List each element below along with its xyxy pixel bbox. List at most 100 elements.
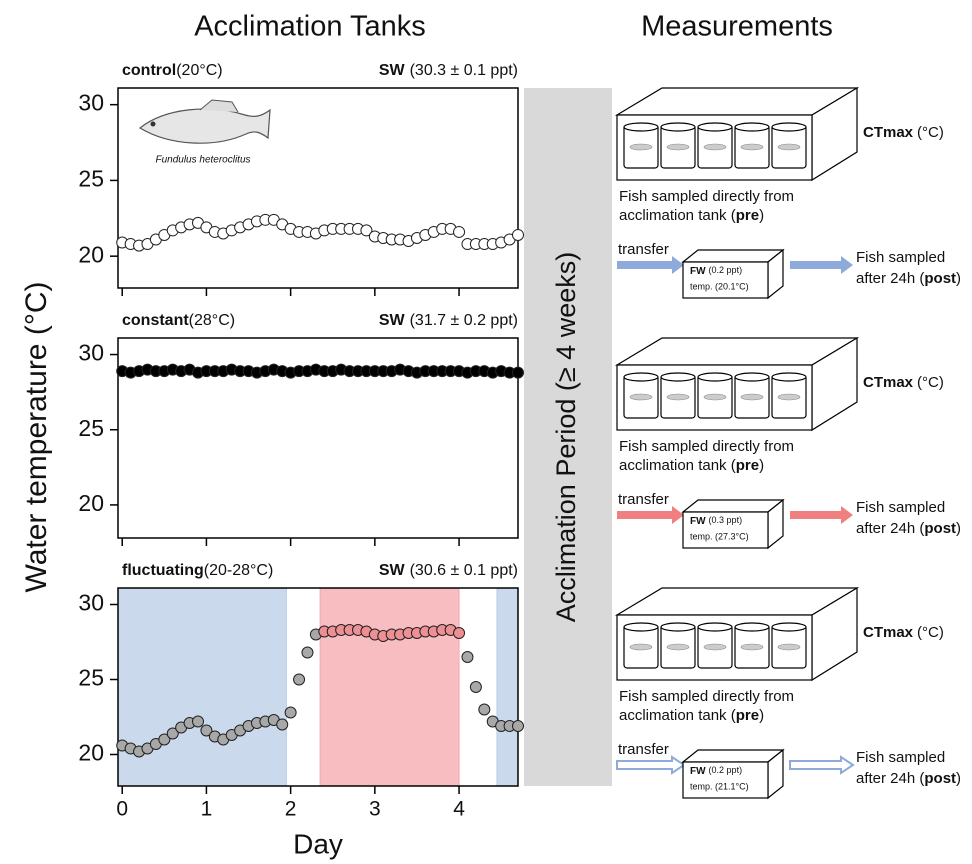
text-part: FW xyxy=(690,766,706,777)
data-point xyxy=(469,681,482,693)
data-point xyxy=(293,673,306,686)
text-part: (°C) xyxy=(917,374,944,391)
text-part: ) xyxy=(759,207,764,224)
text-part: (28°C) xyxy=(189,312,235,329)
plot-frame xyxy=(117,587,519,787)
fish-icon xyxy=(629,643,653,651)
text-part: post xyxy=(924,270,956,287)
post-text: after 24h (post) xyxy=(856,270,961,287)
text-part: (30.6 ± 0.1 ppt) xyxy=(410,562,518,579)
text-part: fluctuating xyxy=(122,562,204,579)
text-part: post xyxy=(924,770,956,787)
period-label: Acclimation Period (≥ 4 weeks) xyxy=(551,252,581,622)
ctmax-label: CTmax (°C) xyxy=(863,374,944,391)
cylinder-top xyxy=(623,622,659,632)
data-point xyxy=(512,366,524,379)
temp-label: temp. (20.1°C) xyxy=(690,281,749,291)
y-axis-label: Water temperature (°C) xyxy=(20,282,53,593)
pre-text: acclimation tank (pre) xyxy=(619,457,764,474)
y-tick-label: 25 xyxy=(78,415,104,441)
plot-frame xyxy=(117,87,519,289)
small-box-front xyxy=(682,511,769,549)
ctmax-label: CTmax (°C) xyxy=(863,624,944,641)
panel-title: constant(28°C) xyxy=(122,312,235,329)
arrow-shape xyxy=(790,256,853,274)
fish-icon xyxy=(666,393,690,401)
shaded-region xyxy=(117,587,287,787)
text-part: after 24h ( xyxy=(856,270,924,287)
text-part: SW xyxy=(379,312,406,329)
arrow xyxy=(617,506,684,524)
arrow xyxy=(789,755,855,775)
panel-salinity: SW (30.3 ± 0.1 ppt) xyxy=(379,62,518,79)
data-point xyxy=(453,627,466,639)
cylinder-top xyxy=(734,372,770,382)
cylinder-top xyxy=(697,122,733,132)
text-part: (0.2 ppt) xyxy=(709,265,743,275)
text-part: (0.3 ppt) xyxy=(709,515,743,525)
arrow xyxy=(790,506,853,524)
y-tick-label: 20 xyxy=(78,740,104,766)
text-part: CTmax xyxy=(863,374,914,391)
x-tick-label: 1 xyxy=(201,798,213,821)
heading-left: Acclimation Tanks xyxy=(194,11,426,43)
post-text: Fish sampled xyxy=(856,249,945,266)
arrow xyxy=(616,755,686,775)
text-part: after 24h ( xyxy=(856,520,924,537)
panel-title: fluctuating(20-28°C) xyxy=(122,562,273,579)
text-part: pre xyxy=(736,207,759,224)
text-part: CTmax xyxy=(863,124,914,141)
arrow-shape xyxy=(617,506,684,524)
panel-salinity: SW (30.6 ± 0.1 ppt) xyxy=(379,562,518,579)
fish-icon xyxy=(740,393,764,401)
data-point xyxy=(461,651,474,663)
text-part: (°C) xyxy=(917,124,944,141)
panel-salinity: SW (31.7 ± 0.2 ppt) xyxy=(379,312,518,329)
tank-box xyxy=(614,86,860,182)
x-tick-label: 3 xyxy=(369,798,381,821)
pre-text: Fish sampled directly from xyxy=(619,688,794,705)
transfer-label: transfer xyxy=(618,241,669,258)
text-part: (0.2 ppt) xyxy=(709,765,743,775)
temp-label: temp. (27.3°C) xyxy=(690,531,749,541)
shaded-region xyxy=(319,587,460,787)
cylinder-top xyxy=(734,622,770,632)
y-tick-label: 30 xyxy=(78,340,104,366)
cylinder-top xyxy=(771,122,807,132)
post-text: Fish sampled xyxy=(856,749,945,766)
data-point xyxy=(360,224,373,237)
arrow xyxy=(790,256,853,274)
fish-icon xyxy=(703,393,727,401)
annotation: Fundulus heteroclitus xyxy=(155,155,250,166)
post-text: after 24h (post) xyxy=(856,520,961,537)
data-point xyxy=(200,724,213,737)
arrow-shape xyxy=(617,256,684,274)
cylinder-top xyxy=(660,122,696,132)
pre-text: Fish sampled directly from xyxy=(619,438,794,455)
small-box-top xyxy=(681,499,785,513)
pre-text: acclimation tank (pre) xyxy=(619,707,764,724)
fish-icon xyxy=(703,143,727,151)
x-tick-label: 2 xyxy=(285,798,297,821)
cylinder-top xyxy=(623,122,659,132)
text-part: SW xyxy=(379,62,406,79)
text-part: CTmax xyxy=(863,624,914,641)
data-point xyxy=(512,228,524,241)
text-part: ) xyxy=(956,770,961,787)
temp-label: temp. (21.1°C) xyxy=(690,781,749,791)
tank-box xyxy=(614,336,860,432)
data-point xyxy=(284,706,297,719)
text-part: SW xyxy=(379,562,406,579)
text-part: (°C) xyxy=(917,624,944,641)
y-tick-label: 20 xyxy=(78,490,104,516)
data-point xyxy=(276,718,289,731)
small-box-top xyxy=(681,749,785,763)
y-tick-label: 25 xyxy=(78,166,104,192)
arrow xyxy=(617,256,684,274)
text-part: constant xyxy=(122,312,189,329)
cylinder-top xyxy=(660,372,696,382)
plot-frame xyxy=(117,337,519,539)
post-text: after 24h (post) xyxy=(856,770,961,787)
fish-icon xyxy=(740,143,764,151)
